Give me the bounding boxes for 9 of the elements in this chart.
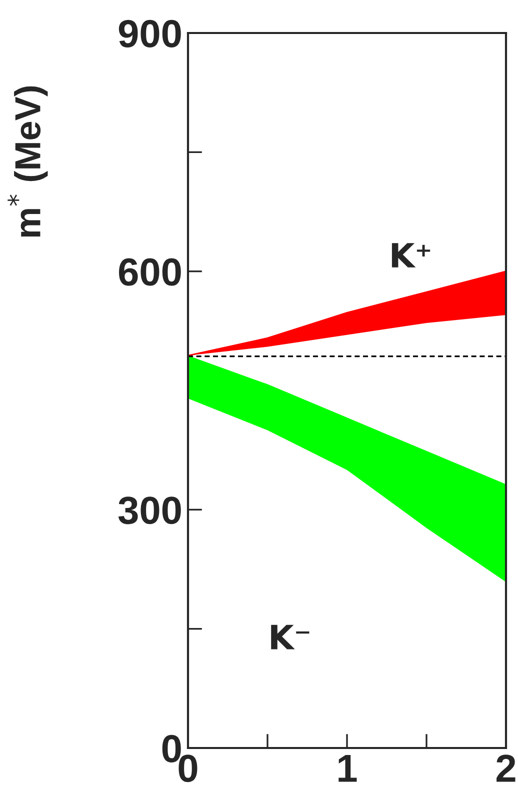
y-axis-title: m$^{*}$ (MeV) xyxy=(8,86,48,237)
x-tick-label: 1 xyxy=(338,754,357,782)
annotation: K⁺ xyxy=(392,243,430,268)
y-tick-label: 0 xyxy=(162,734,181,762)
y-tick-label: 900 xyxy=(118,20,181,48)
x-tick-label: 2 xyxy=(496,754,516,782)
annotation: K⁻ xyxy=(271,624,310,650)
y-tick-label: 600 xyxy=(118,258,181,286)
y-tick-label: 300 xyxy=(118,496,181,524)
